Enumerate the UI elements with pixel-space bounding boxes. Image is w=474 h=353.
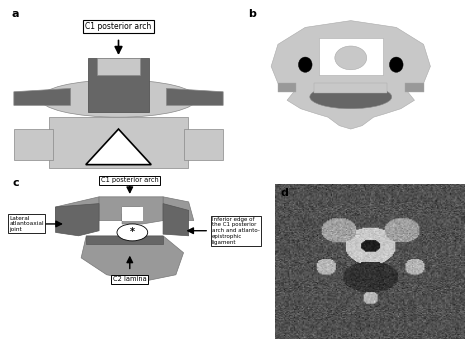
Polygon shape: [86, 129, 151, 164]
Text: c: c: [12, 178, 18, 188]
Text: a: a: [12, 9, 19, 19]
Bar: [278, 83, 296, 92]
Polygon shape: [55, 197, 99, 224]
Polygon shape: [271, 20, 430, 129]
Polygon shape: [81, 236, 183, 282]
Ellipse shape: [299, 57, 312, 72]
Text: C1 posterior arch: C1 posterior arch: [101, 177, 159, 183]
Polygon shape: [14, 88, 71, 105]
Polygon shape: [163, 197, 194, 221]
Ellipse shape: [117, 224, 148, 241]
Bar: [405, 83, 424, 92]
Bar: [49, 117, 188, 168]
Text: C2 lamina: C2 lamina: [113, 276, 146, 282]
Ellipse shape: [390, 57, 403, 72]
Bar: [88, 58, 149, 112]
Ellipse shape: [335, 46, 367, 70]
Polygon shape: [86, 236, 163, 244]
Bar: [97, 58, 140, 75]
Text: b: b: [248, 9, 256, 19]
Ellipse shape: [40, 80, 197, 117]
Bar: [184, 129, 223, 160]
Text: Inferior edge of
the C1 posterior
arch and atlanto-
epistrophic
ligament: Inferior edge of the C1 posterior arch a…: [212, 217, 260, 245]
Text: Lateral
atlantoaxial
joint: Lateral atlantoaxial joint: [9, 216, 44, 232]
Polygon shape: [55, 204, 99, 236]
Polygon shape: [99, 197, 163, 224]
Bar: [319, 37, 383, 75]
Bar: [314, 83, 387, 94]
Ellipse shape: [310, 85, 392, 109]
Polygon shape: [166, 88, 223, 105]
Text: d: d: [281, 188, 289, 198]
Bar: [14, 129, 53, 160]
Text: *: *: [130, 227, 135, 238]
Bar: [122, 207, 143, 221]
Text: C1 posterior arch: C1 posterior arch: [85, 22, 152, 31]
Polygon shape: [163, 204, 189, 236]
